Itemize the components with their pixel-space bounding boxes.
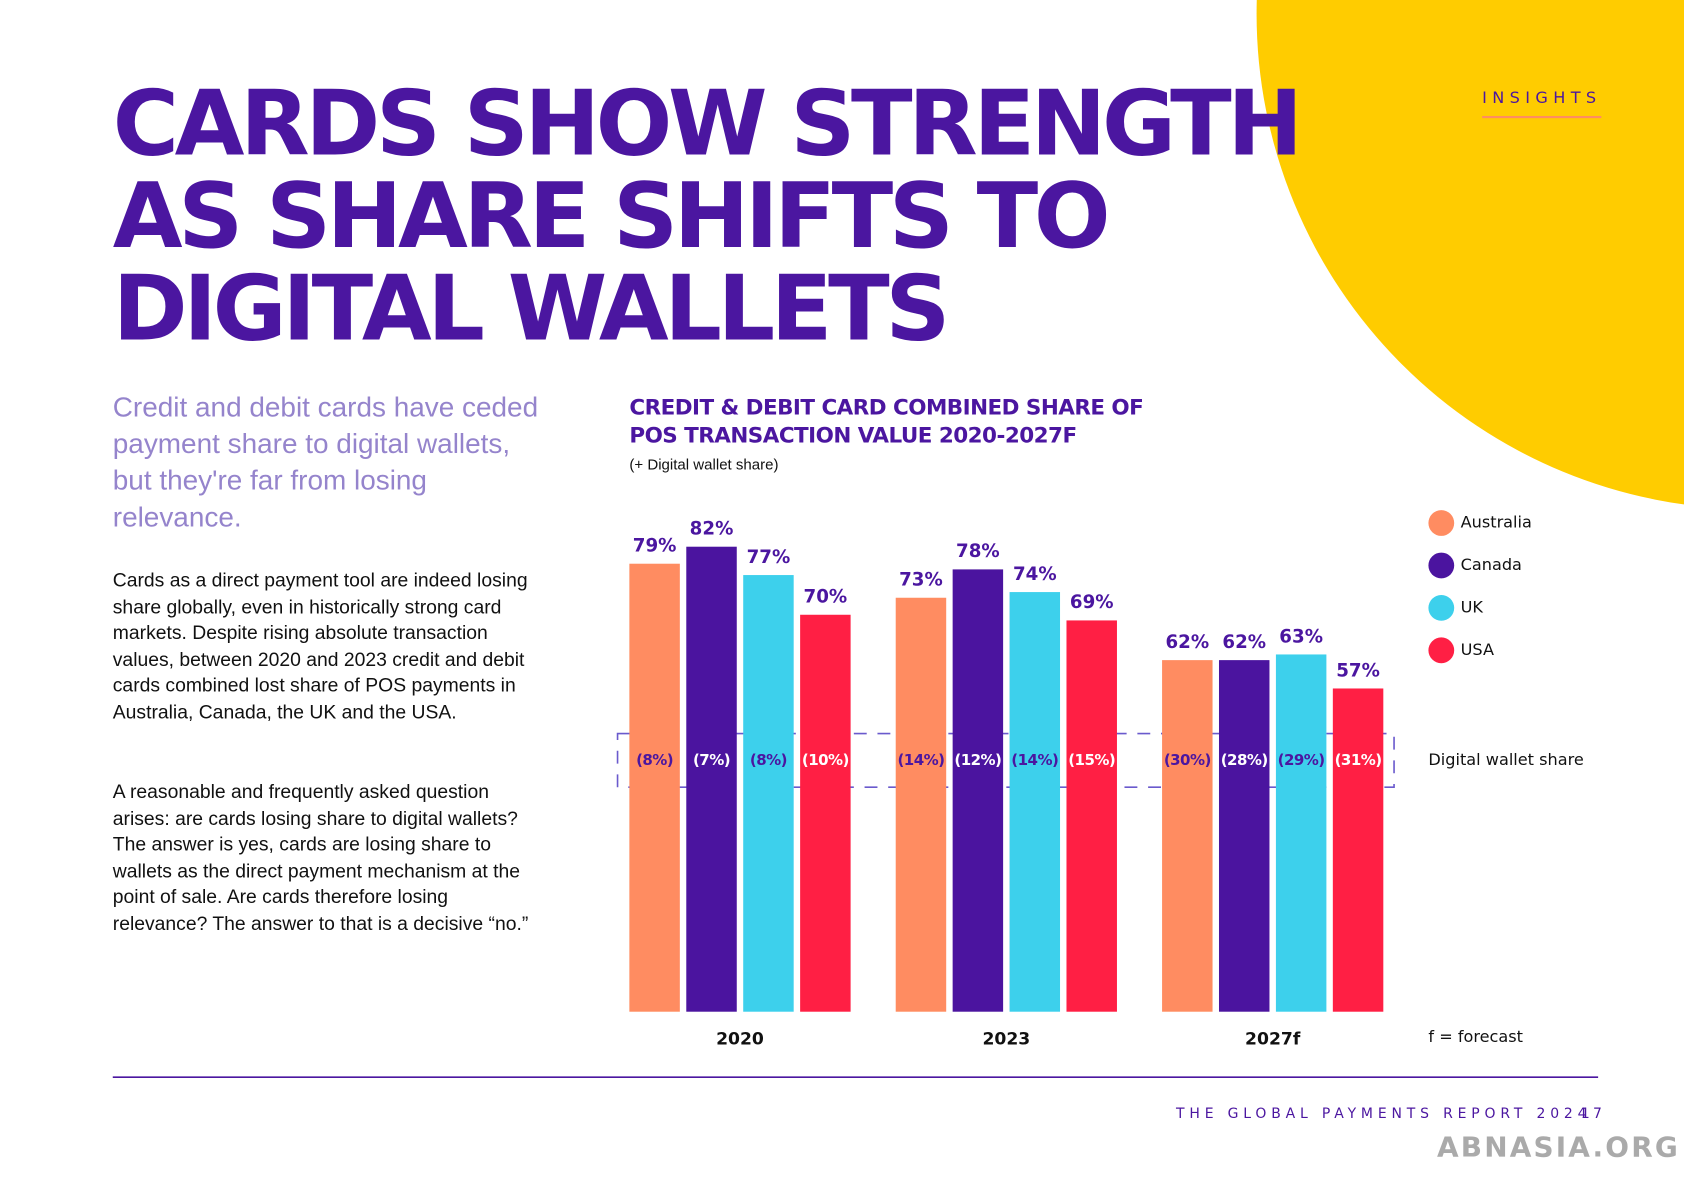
wallet-share-label: (7%) (693, 751, 730, 769)
bar (895, 597, 947, 1012)
bar (800, 614, 851, 1012)
value-label: 74% (1013, 564, 1057, 585)
wallet-share-label: (29%) (1278, 751, 1325, 769)
wallet-share-label: (30%) (1164, 751, 1211, 769)
bar (1066, 620, 1117, 1012)
x-tick-label: 2020 (716, 1030, 764, 1050)
wallet-share-label: (14%) (1011, 751, 1058, 769)
paragraph: A reasonable and frequently asked questi… (112, 780, 529, 935)
value-label: 73% (899, 570, 943, 591)
legend-label: Australia (1461, 513, 1532, 532)
decor-circle (1256, 0, 1684, 505)
bar (1332, 688, 1384, 1012)
title: CARDS SHOW STRENGTH AS SHARE SHIFTS TO D… (112, 70, 1303, 361)
wallet-box (616, 732, 1395, 789)
value-label: 82% (690, 519, 734, 540)
footer-text: THE GLOBAL PAYMENTS REPORT 2024 (1176, 1106, 1592, 1123)
value-label: 78% (956, 541, 1000, 562)
legend-label: USA (1461, 640, 1494, 659)
legend-label: UK (1461, 597, 1484, 616)
bar (743, 575, 794, 1012)
x-tick-label: 2023 (982, 1030, 1030, 1050)
wallet-share-label: (14%) (897, 751, 944, 769)
legend-swatch (1428, 637, 1455, 664)
bar (686, 546, 737, 1012)
bar (629, 563, 680, 1012)
wallet-share-label: (8%) (750, 751, 787, 769)
legend-swatch (1428, 552, 1455, 579)
wallet-share-label: (28%) (1221, 751, 1268, 769)
value-label: 57% (1336, 660, 1380, 681)
legend-label: Canada (1461, 555, 1522, 574)
value-label: 63% (1279, 626, 1323, 647)
note: f = forecast (1428, 1027, 1523, 1046)
intro: Credit and debit cards have ceded paymen… (112, 390, 539, 533)
bar (1275, 654, 1327, 1012)
wallet-share-label: (12%) (954, 751, 1001, 769)
chart-subtitle: (+ Digital wallet share) (629, 455, 779, 473)
wallet-share-label: (8%) (636, 751, 673, 769)
value-label: 77% (747, 547, 791, 568)
wallet-share-label: (10%) (802, 751, 849, 769)
value-label: 62% (1165, 632, 1209, 653)
legend-swatch (1428, 594, 1455, 621)
wallet-share-label: (15%) (1068, 751, 1115, 769)
bar (952, 569, 1004, 1012)
bar (1218, 660, 1270, 1012)
value-label: 62% (1222, 632, 1266, 653)
wallet-label: Digital wallet share (1428, 750, 1583, 769)
legend-swatch (1428, 510, 1455, 536)
bar (1009, 592, 1061, 1012)
value-label: 79% (633, 536, 677, 557)
bar (1162, 660, 1213, 1012)
section-label: INSIGHTS (1482, 88, 1602, 119)
page-number: 17 (1580, 1106, 1606, 1123)
value-label: 69% (1070, 592, 1114, 613)
value-label: 70% (804, 587, 848, 608)
wallet-share-label: (31%) (1335, 751, 1382, 769)
paragraph: Cards as a direct payment tool are indee… (112, 569, 528, 723)
x-tick-label: 2027f (1245, 1030, 1301, 1050)
chart-title: CREDIT & DEBIT CARD COMBINED SHARE OF PO… (629, 394, 1144, 448)
watermark: ABNASIA.ORG (1437, 1131, 1680, 1165)
